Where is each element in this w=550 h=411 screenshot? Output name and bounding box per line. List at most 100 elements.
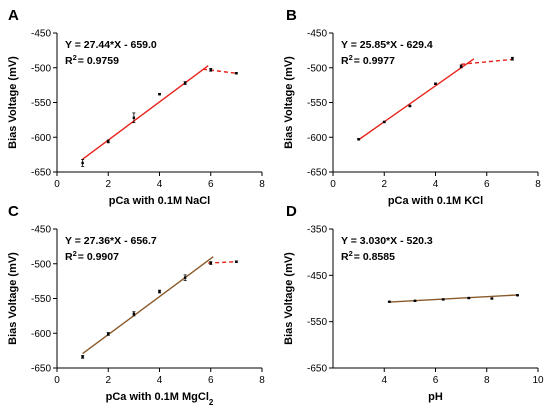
y-tick-label: -450 bbox=[307, 29, 327, 40]
x-tick-label: 4 bbox=[381, 375, 387, 386]
x-axis-title-text: pCa with 0.1M NaCl bbox=[109, 195, 210, 207]
fit-equation: Y = 27.36*X - 656.7 bbox=[65, 235, 157, 247]
x-axis-title: pCa with 0.1M KCl bbox=[388, 195, 483, 207]
fit-equation: Y = 3.030*X - 520.3 bbox=[341, 235, 433, 247]
x-axis-title: pCa with 0.1M NaCl bbox=[109, 195, 210, 207]
r-squared: R2= 0.8585 bbox=[341, 249, 395, 264]
data-point bbox=[388, 300, 391, 303]
x-tick-label: 2 bbox=[381, 179, 387, 190]
data-point bbox=[413, 299, 417, 303]
x-tick-label: 6 bbox=[484, 179, 490, 190]
x-tick-label: 8 bbox=[259, 375, 265, 386]
x-tick-label: 4 bbox=[157, 375, 163, 386]
data-point bbox=[434, 82, 437, 85]
chart-panel-d: D -350 -450 -550 -650 4 6 8 10 Bias Voltage (mV) p… bbox=[283, 203, 544, 403]
data-point bbox=[235, 260, 238, 263]
y-tick-label: -500 bbox=[307, 63, 327, 74]
x-tick-label: 0 bbox=[54, 179, 60, 190]
data-point bbox=[158, 290, 161, 293]
saturation-dashed-line bbox=[202, 68, 237, 75]
x-tick-label: 6 bbox=[208, 179, 214, 190]
x-tick-label: 4 bbox=[433, 179, 439, 190]
r-squared-symbol: R bbox=[65, 251, 73, 263]
x-tick-label: 10 bbox=[532, 375, 544, 386]
data-point bbox=[511, 57, 514, 60]
fit-line bbox=[358, 58, 475, 141]
y-tick-label: -600 bbox=[31, 329, 51, 340]
r-squared-value: = 0.9759 bbox=[78, 55, 119, 67]
r-squared-value: = 0.9977 bbox=[354, 55, 395, 67]
data-point bbox=[383, 120, 386, 124]
y-tick-label: -550 bbox=[31, 294, 51, 305]
y-tick-label: -650 bbox=[307, 168, 327, 179]
r-squared-exponent: 2 bbox=[73, 53, 77, 62]
y-tick-label: -500 bbox=[31, 259, 51, 270]
data-point bbox=[516, 294, 519, 297]
x-tick-label: 0 bbox=[54, 375, 60, 386]
data-point bbox=[132, 116, 136, 119]
saturation-dashed-line bbox=[208, 260, 237, 264]
y-axis-title: Bias Voltage (mV) bbox=[7, 56, 19, 149]
data-point bbox=[158, 92, 161, 96]
r-squared-symbol: R bbox=[341, 251, 349, 263]
x-axis-title: pCa with 0.1M MgCl2 bbox=[106, 391, 214, 407]
r-squared-symbol: R bbox=[65, 55, 73, 67]
data-point bbox=[357, 138, 360, 141]
r-squared-symbol: R bbox=[341, 55, 349, 67]
data-point bbox=[459, 65, 463, 68]
x-tick-label: 8 bbox=[535, 179, 541, 190]
r-squared-value: = 0.8585 bbox=[354, 251, 395, 263]
x-tick-label: 2 bbox=[105, 179, 111, 190]
y-tick-label: -600 bbox=[31, 133, 51, 144]
data-point bbox=[467, 296, 471, 300]
r-squared-exponent: 2 bbox=[349, 249, 353, 258]
y-axis-title: Bias Voltage (mV) bbox=[283, 252, 295, 345]
x-axis-title-text: pCa with 0.1M KCl bbox=[388, 195, 483, 207]
y-tick-label: -450 bbox=[31, 29, 51, 40]
r-squared: R2= 0.9977 bbox=[341, 53, 395, 68]
r-squared-exponent: 2 bbox=[349, 53, 353, 62]
y-tick-label: -650 bbox=[31, 364, 51, 375]
data-point bbox=[132, 312, 136, 315]
r-squared-exponent: 2 bbox=[73, 249, 77, 258]
data-point bbox=[235, 72, 238, 75]
x-tick-label: 6 bbox=[208, 375, 214, 386]
fit-line bbox=[82, 65, 209, 160]
y-tick-label: -550 bbox=[307, 317, 327, 328]
y-tick-label: -650 bbox=[31, 168, 51, 179]
r-squared-value: = 0.9907 bbox=[78, 251, 119, 263]
data-point bbox=[490, 297, 494, 300]
r-squared: R2= 0.9759 bbox=[65, 53, 119, 68]
data-point bbox=[441, 298, 445, 301]
r-squared: R2= 0.9907 bbox=[65, 249, 119, 264]
panel-label: A bbox=[8, 7, 19, 24]
y-tick-label: -450 bbox=[307, 271, 327, 282]
x-axis-title-text: pH bbox=[428, 391, 443, 403]
saturation-dashed-line bbox=[461, 58, 513, 65]
fit-line bbox=[82, 256, 214, 355]
x-tick-label: 8 bbox=[484, 375, 490, 386]
y-tick-label: -500 bbox=[31, 63, 51, 74]
panel-label: D bbox=[286, 203, 297, 220]
y-tick-label: -600 bbox=[307, 133, 327, 144]
x-tick-label: 0 bbox=[330, 179, 336, 190]
y-tick-label: -450 bbox=[31, 225, 51, 236]
y-axis-title: Bias Voltage (mV) bbox=[283, 56, 295, 149]
x-axis-title-text: pCa with 0.1M MgCl bbox=[106, 391, 209, 403]
data-point bbox=[408, 104, 412, 108]
x-tick-label: 2 bbox=[105, 375, 111, 386]
y-tick-label: -550 bbox=[31, 98, 51, 109]
fit-line bbox=[389, 294, 518, 303]
data-point bbox=[107, 140, 110, 143]
y-tick-label: -550 bbox=[307, 98, 327, 109]
x-axis-title: pH bbox=[428, 391, 443, 403]
x-tick-label: 8 bbox=[259, 179, 265, 190]
data-point bbox=[81, 161, 84, 165]
data-point bbox=[183, 276, 187, 279]
x-tick-label: 4 bbox=[157, 179, 163, 190]
data-point bbox=[183, 81, 187, 85]
